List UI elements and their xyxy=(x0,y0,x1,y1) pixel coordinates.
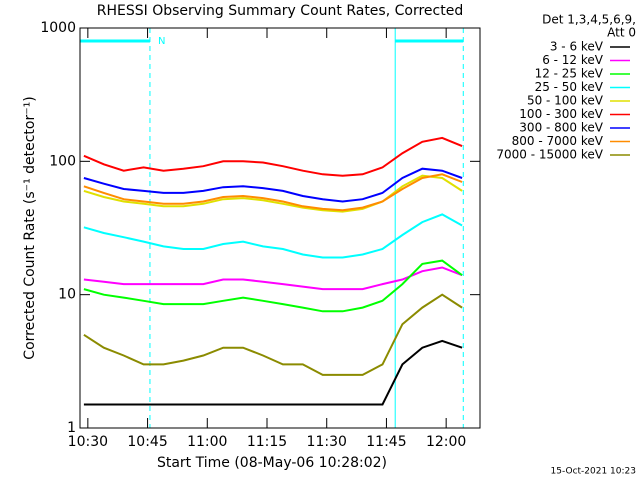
legend-label: 12 - 25 keV xyxy=(535,67,604,81)
legend-header: Det 1,3,4,5,6,9, xyxy=(542,13,636,27)
x-axis-label: Start Time (08-May-06 10:28:02) xyxy=(157,455,387,471)
x-tick-label: 11:45 xyxy=(366,434,406,450)
footer: 15-Oct-2021 10:23 xyxy=(551,467,636,477)
legend-label: 3 - 6 keV xyxy=(550,40,604,54)
x-tick-label: 11:30 xyxy=(307,434,347,450)
series-line xyxy=(83,293,463,376)
series-line xyxy=(83,266,463,291)
legend-label: 7000 - 15000 keV xyxy=(496,148,603,162)
series-line xyxy=(83,174,463,213)
y-axis-label: Corrected Count Rate (s⁻¹ detector⁻¹) xyxy=(22,96,38,359)
plot-frame xyxy=(79,27,481,429)
y-tick-label: 10 xyxy=(58,287,76,303)
legend-header: Att 0 xyxy=(607,26,636,40)
series-line xyxy=(83,213,463,259)
legend-label: 800 - 7000 keV xyxy=(512,134,604,148)
x-tick-label: 10:45 xyxy=(127,434,167,450)
legend-label: 25 - 50 keV xyxy=(535,80,604,94)
chart-title: RHESSI Observing Summary Count Rates, Co… xyxy=(97,3,463,19)
legend-label: 300 - 800 keV xyxy=(519,121,603,135)
y-tick-label: 100 xyxy=(49,153,76,169)
night-label: N xyxy=(158,36,165,47)
legend-label: 100 - 300 keV xyxy=(519,107,603,121)
x-tick-label: 12:00 xyxy=(426,434,466,450)
y-tick-label: 1 xyxy=(67,420,76,436)
series-line xyxy=(83,259,463,313)
x-tick-label: 11:00 xyxy=(187,434,227,450)
x-tick-label: 10:30 xyxy=(68,434,108,450)
y-tick-label: 1000 xyxy=(40,20,76,36)
legend-label: 50 - 100 keV xyxy=(527,94,604,108)
series-line xyxy=(83,173,463,212)
series-line xyxy=(83,167,463,203)
series-line xyxy=(83,136,463,177)
x-tick-label: 11:15 xyxy=(247,434,287,450)
legend-label: 6 - 12 keV xyxy=(542,53,604,67)
series-line xyxy=(83,339,463,406)
